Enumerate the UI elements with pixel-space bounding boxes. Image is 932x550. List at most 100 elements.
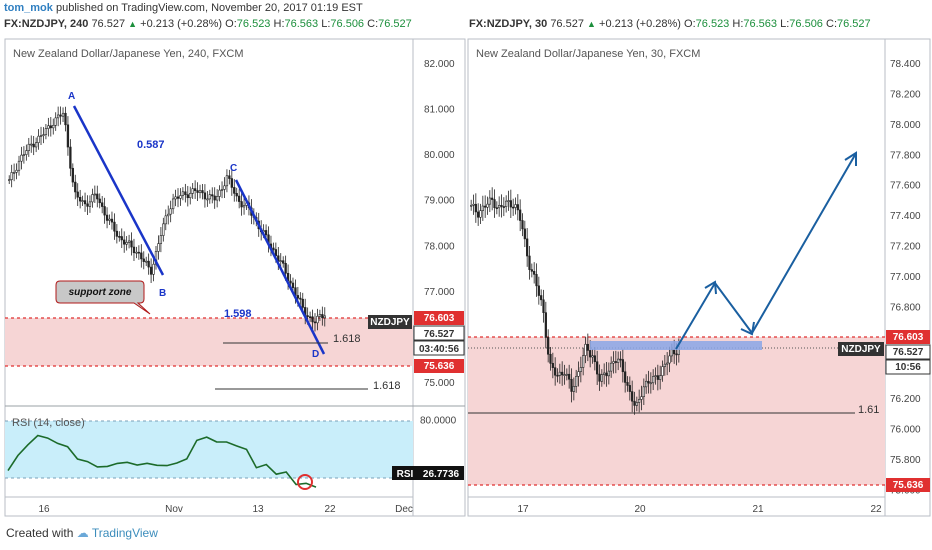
candle-body (147, 260, 150, 268)
timer-left: 03:40:56 (419, 344, 459, 355)
candle-body (201, 190, 204, 194)
candle-body (624, 371, 627, 383)
candle-body (673, 349, 676, 355)
author-link[interactable]: tom_mok (4, 2, 53, 14)
candle-body (98, 198, 101, 204)
last-price-left: 76.527 (424, 329, 455, 340)
upper-line-price-tag-right (886, 330, 930, 344)
candle-body (640, 396, 643, 400)
candle-body (233, 187, 236, 194)
y-tick-label: 75.000 (424, 378, 455, 389)
ohlc-legend-right: FX:NZDJPY, 30 76.527 ▲ +0.213 (+0.28%) O… (469, 18, 871, 30)
projection-arrowhead-1 (704, 280, 717, 295)
y-tick-label: 77.000 (890, 272, 921, 283)
candle-body (491, 197, 494, 200)
projection-arrowhead-2 (740, 321, 755, 336)
candle-body (558, 371, 561, 376)
last-price-tag-right (885, 344, 931, 360)
candle-body (652, 376, 655, 384)
candle-body (10, 172, 13, 180)
symbol-label[interactable]: FX:NZDJPY, 30 (469, 18, 548, 30)
candle-body (191, 188, 194, 194)
pattern-leg-cd (234, 179, 326, 355)
candle-body (507, 200, 510, 202)
point-d-label: D (312, 349, 319, 360)
open-value: 76.523 (695, 18, 730, 30)
candle-body (654, 375, 657, 377)
y-tick-label: 78.400 (890, 59, 921, 70)
y-tick-label: 78.200 (890, 89, 921, 100)
candle-body (198, 190, 202, 193)
candle-body (83, 200, 87, 205)
last-price: 76.527 (550, 18, 584, 30)
candle-body (318, 314, 322, 317)
rsi-badge-label-box (392, 466, 418, 480)
candle-body (213, 195, 216, 201)
candle-body (296, 295, 300, 299)
candle-body (20, 154, 23, 162)
lower-line-price-tag-right (886, 478, 930, 492)
candle-body (586, 343, 589, 351)
candle-body (551, 362, 554, 368)
up-arrow-icon: ▲ (128, 19, 138, 29)
candle-body (668, 355, 671, 364)
candle-body (225, 175, 229, 187)
candle-body (282, 260, 285, 264)
candle-body (537, 285, 540, 296)
candle-body (44, 128, 48, 135)
candle-body (162, 223, 165, 236)
candle-body (584, 343, 587, 356)
candle-body (152, 263, 155, 275)
candle-body (619, 358, 622, 361)
candle-body (582, 355, 585, 368)
lower-line-price-right: 75.636 (893, 480, 924, 491)
candle-body (647, 380, 650, 384)
candle-body (174, 196, 177, 200)
left-candles (8, 106, 326, 332)
tradingview-brand[interactable]: TradingView (91, 526, 158, 540)
candle-body (54, 117, 57, 126)
symbol-label[interactable]: FX:NZDJPY, 240 (4, 18, 89, 30)
top-bar: tom_mok published on TradingView.com, No… (0, 0, 932, 38)
y-tick-label: 77.200 (890, 242, 921, 253)
candle-body (661, 366, 664, 376)
change-value: +0.213 (+0.28%) (140, 18, 223, 30)
candle-body (563, 374, 566, 376)
candle-body (264, 230, 268, 236)
candle-body (540, 295, 543, 301)
candle-body (12, 171, 16, 174)
candle-body (633, 400, 636, 406)
candle-body (479, 210, 482, 218)
candle-body (32, 143, 35, 148)
projection-path (675, 154, 856, 350)
y-tick-label: 80.0000 (420, 416, 457, 427)
candle-body (81, 200, 84, 202)
candle-body (142, 258, 145, 262)
x-tick-label: Dec (395, 504, 413, 515)
candle-body (135, 251, 138, 254)
x-tick-label: 22 (870, 504, 882, 515)
y-tick-label: 77.800 (890, 150, 921, 161)
x-tick-label: 13 (252, 504, 264, 515)
candle-body (568, 373, 571, 380)
rsi-title: RSI (14, close) (12, 417, 85, 429)
candle-body (101, 202, 104, 207)
candle-body (472, 203, 475, 206)
candle-body (274, 249, 278, 257)
candle-body (208, 194, 211, 200)
candle-body (675, 353, 678, 356)
candle-body (189, 193, 192, 199)
candle-body (171, 198, 175, 210)
candle-body (523, 228, 526, 240)
candle-body (235, 193, 238, 197)
candle-body (666, 362, 669, 365)
candle-body (179, 195, 182, 199)
upper-line-price-left: 76.603 (424, 313, 455, 324)
candle-body (649, 382, 652, 385)
candle-body (509, 200, 512, 208)
high-value: 76.563 (743, 18, 778, 30)
candle-body (37, 135, 40, 143)
highlight-rectangle (590, 341, 762, 350)
support-zone-callout (55, 280, 151, 315)
candle-body (547, 337, 550, 355)
